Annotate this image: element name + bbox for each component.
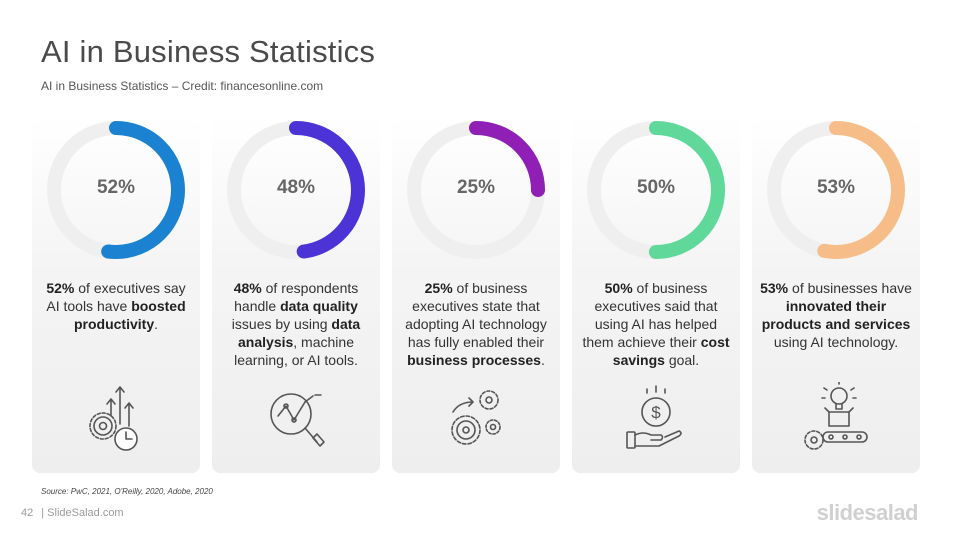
highlight-text: 48% (233, 280, 262, 296)
slide-title: AI in Business Statistics (41, 34, 376, 69)
body-text: of business executives said that using A… (582, 280, 718, 350)
stat-card: 52% 52% of executives say AI tools have … (32, 117, 200, 473)
page-number: 42 (21, 507, 34, 519)
percent-label: 50% (636, 177, 676, 198)
body-text: of business executives state that adopti… (405, 280, 547, 350)
donut-arc (407, 121, 545, 259)
body-text: issues by using (231, 316, 332, 332)
innovation-factory-icon (804, 382, 868, 450)
body-text: using AI technology. (773, 334, 899, 350)
brand-logo: slidesalad (816, 500, 919, 525)
donut-chart (587, 121, 725, 259)
stat-description: 53% of businesses have innovated their p… (760, 279, 912, 351)
stat-description: 48% of respondents handle data quality i… (220, 279, 372, 369)
donut-chart (227, 121, 365, 259)
body-text: of executives say AI tools have (46, 280, 186, 314)
donut-chart (407, 121, 545, 259)
body-text: . (540, 352, 545, 368)
slide-footer: 42 | SlideSalad.com (21, 507, 124, 519)
donut-arc (47, 121, 185, 259)
donut-chart (47, 121, 185, 259)
donut-arc (227, 121, 365, 259)
highlight-text: data analysis (238, 316, 361, 350)
gears-growth-clock-icon (89, 386, 138, 451)
stat-description: 50% of business executives said that usi… (580, 279, 732, 369)
percent-label: 53% (816, 177, 856, 198)
highlight-text: 50% (604, 280, 633, 296)
stat-description: 52% of executives say AI tools have boos… (40, 279, 192, 333)
hand-dollar-coin-icon: $ (626, 385, 682, 449)
donut-chart (767, 121, 905, 259)
highlight-text: cost savings (612, 334, 730, 368)
highlight-text: business processes (407, 352, 541, 368)
highlight-text: 52% (46, 280, 75, 296)
body-text: of businesses have (788, 280, 912, 296)
donut-arc (587, 121, 725, 259)
slide-subtitle: AI in Business Statistics – Credit: fina… (41, 79, 324, 93)
body-text: . (154, 316, 158, 332)
stat-card: 25% 25% of business executives state tha… (392, 117, 560, 473)
percent-label: 48% (276, 177, 316, 198)
source-note: Source: PwC, 2021, O'Reilly, 2020, Adobe… (41, 487, 213, 496)
stat-description: 25% of business executives state that ad… (400, 279, 552, 369)
highlight-text: innovated their products and services (761, 298, 911, 332)
data-analysis-magnifier-icon (270, 393, 325, 447)
highlight-text: data quality (280, 298, 358, 314)
highlight-text: 53% (760, 280, 789, 296)
stat-card: 48% 48% of respondents handle data quali… (212, 117, 380, 473)
donut-arc (767, 121, 905, 259)
percent-label: 52% (96, 177, 136, 198)
stat-card: 53% 53% of businesses have innovated the… (752, 117, 920, 473)
footer-site: | SlideSalad.com (41, 507, 124, 519)
svg-text:$: $ (651, 403, 661, 422)
percent-label: 25% (456, 177, 496, 198)
stat-card: 50% 50% of business executives said that… (572, 117, 740, 473)
stat-cards: 52% 52% of executives say AI tools have … (32, 117, 920, 474)
highlight-text: boosted productivity (73, 298, 186, 332)
body-text: of respondents handle (234, 280, 359, 314)
body-text: goal. (664, 352, 700, 368)
body-text: , machine learning, or AI tools. (234, 334, 358, 368)
process-gears-icon (451, 390, 501, 445)
highlight-text: 25% (424, 280, 453, 296)
